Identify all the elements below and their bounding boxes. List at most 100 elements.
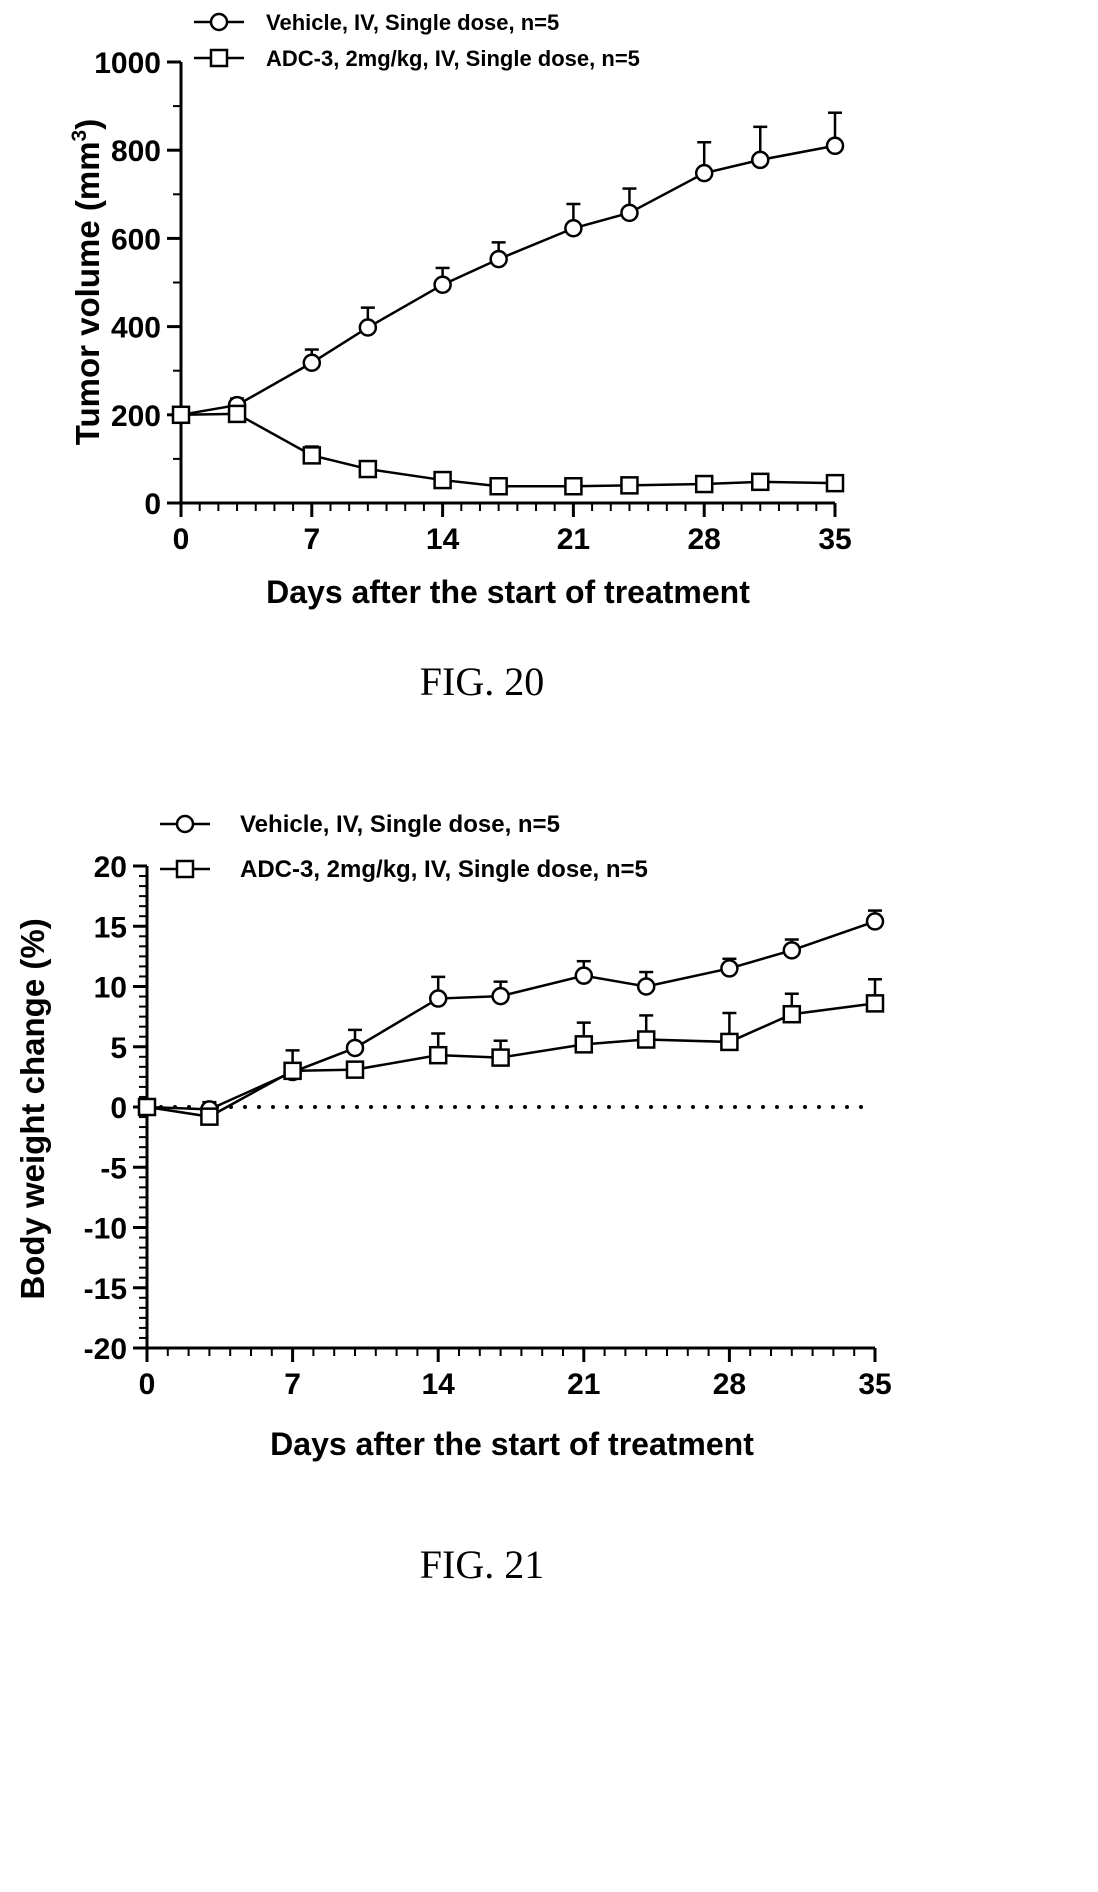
tick-labels: 0 7 14 21 28 35 -20 -15 -10 -5 0 5 10 15 20: [84, 851, 892, 1401]
legend-marker-circle: [209, 12, 229, 32]
data-point-circle: [433, 275, 452, 294]
data-point-square: [636, 1030, 656, 1049]
data-point-square: [782, 1004, 802, 1024]
data-point-circle: [694, 163, 714, 183]
y-tick-label: 400: [111, 312, 161, 345]
data-series: [171, 111, 845, 496]
chart-axes: [167, 60, 837, 517]
legend-label: ADC-3, 2mg/kg, IV, Single dose, n=5: [266, 46, 640, 71]
data-point-circle: [345, 1038, 365, 1058]
data-point-square: [825, 473, 845, 493]
data-point-circle: [574, 966, 594, 985]
y-axis-label: Tumor volume (mm3): [68, 119, 106, 445]
x-tick-label: 35: [818, 523, 851, 556]
data-point-square: [489, 476, 508, 496]
series-line: [146, 1002, 876, 1118]
x-tick-label: 14: [422, 1368, 456, 1401]
x-axis-label: Days after the start of treatment: [270, 1426, 754, 1462]
tick-labels: 0 7 14 21 28 35 0 200 400 600 800 1000: [94, 47, 851, 556]
data-point-square: [720, 1032, 739, 1052]
series-vehicle: [171, 111, 845, 425]
data-point-square: [751, 472, 770, 492]
y-tick-label: -5: [100, 1152, 127, 1185]
data-point-square: [428, 1045, 448, 1065]
legend-label: ADC-3, 2mg/kg, IV, Single dose, n=5: [240, 856, 648, 883]
x-tick-label: 7: [284, 1368, 301, 1401]
y-axis-label: Body weight change (%): [14, 918, 51, 1299]
data-point-square: [302, 446, 322, 465]
series-line: [180, 144, 836, 417]
y-tick-label: 5: [110, 1032, 127, 1065]
x-tick-label: 21: [567, 1368, 600, 1401]
legend-entry: ADC-3, 2mg/kg, IV, Single dose, n=5: [194, 46, 640, 71]
legend-label: Vehicle, IV, Single dose, n=5: [240, 811, 560, 838]
x-tick-label: 35: [858, 1368, 891, 1401]
x-tick-label: 0: [173, 523, 190, 556]
series-line: [180, 412, 836, 488]
data-point-square: [137, 1097, 157, 1117]
legend-entry: Vehicle, IV, Single dose, n=5: [194, 10, 559, 35]
data-series: [137, 909, 885, 1126]
y-tick-label: -20: [84, 1333, 127, 1366]
data-point-square: [694, 474, 714, 494]
body-weight-chart: Vehicle, IV, Single dose, n=5 ADC-3, 2mg/…: [14, 811, 892, 1587]
y-tick-label: 15: [94, 911, 127, 944]
series-adc-3: [171, 404, 845, 496]
legend-marker-square: [175, 859, 195, 879]
data-point-square: [200, 1107, 219, 1126]
x-tick-label: 7: [303, 523, 320, 556]
x-tick-label: 28: [688, 523, 721, 556]
x-tick-label: 28: [713, 1368, 746, 1401]
data-point-square: [283, 1061, 302, 1081]
data-point-circle: [302, 353, 322, 373]
data-point-square: [345, 1060, 365, 1079]
y-tick-label: -15: [84, 1273, 127, 1306]
data-point-circle: [782, 941, 802, 960]
y-tick-label: 10: [94, 972, 127, 1005]
data-point-circle: [358, 318, 378, 337]
data-point-square: [358, 459, 378, 479]
data-point-circle: [720, 959, 739, 978]
data-point-circle: [865, 912, 885, 931]
data-point-circle: [489, 249, 508, 269]
legend-entry: Vehicle, IV, Single dose, n=5: [160, 811, 560, 838]
y-tick-label: 0: [144, 488, 161, 521]
y-tick-label: 20: [94, 851, 127, 884]
legend-marker-square: [209, 48, 229, 68]
y-tick-label: 1000: [94, 47, 161, 80]
series-line: [146, 920, 876, 1111]
legend-entry: ADC-3, 2mg/kg, IV, Single dose, n=5: [160, 856, 648, 883]
data-point-circle: [491, 986, 510, 1006]
data-point-circle: [620, 203, 639, 223]
figure-caption: FIG. 20: [420, 659, 544, 704]
y-tick-label: 200: [111, 400, 161, 433]
figure-caption: FIG. 21: [420, 1542, 544, 1587]
data-point-square: [564, 476, 583, 496]
x-tick-label: 0: [139, 1368, 156, 1401]
data-point-square: [433, 470, 452, 490]
data-point-square: [865, 994, 885, 1013]
chart-legend: Vehicle, IV, Single dose, n=5 ADC-3, 2mg/…: [160, 811, 648, 883]
data-point-circle: [636, 977, 656, 996]
data-point-square: [227, 404, 247, 424]
chart-axes: [133, 864, 877, 1362]
chart-legend: Vehicle, IV, Single dose, n=5 ADC-3, 2mg/…: [194, 10, 640, 71]
y-tick-label: 0: [110, 1092, 127, 1125]
tumor-volume-chart: Vehicle, IV, Single dose, n=5 ADC-3, 2mg/…: [68, 10, 852, 704]
data-point-circle: [825, 136, 845, 156]
data-point-square: [574, 1035, 594, 1054]
x-tick-label: 21: [557, 523, 590, 556]
y-tick-label: -10: [84, 1213, 127, 1246]
x-tick-label: 14: [426, 523, 460, 556]
data-point-circle: [428, 989, 448, 1008]
x-axis-label: Days after the start of treatment: [266, 574, 750, 610]
legend-label: Vehicle, IV, Single dose, n=5: [266, 10, 559, 35]
y-tick-label: 600: [111, 223, 161, 256]
data-point-circle: [564, 219, 583, 238]
data-point-square: [491, 1048, 510, 1067]
data-point-circle: [751, 150, 770, 170]
data-point-square: [171, 405, 191, 425]
y-tick-label: 800: [111, 135, 161, 168]
series-adc-3: [137, 978, 885, 1126]
